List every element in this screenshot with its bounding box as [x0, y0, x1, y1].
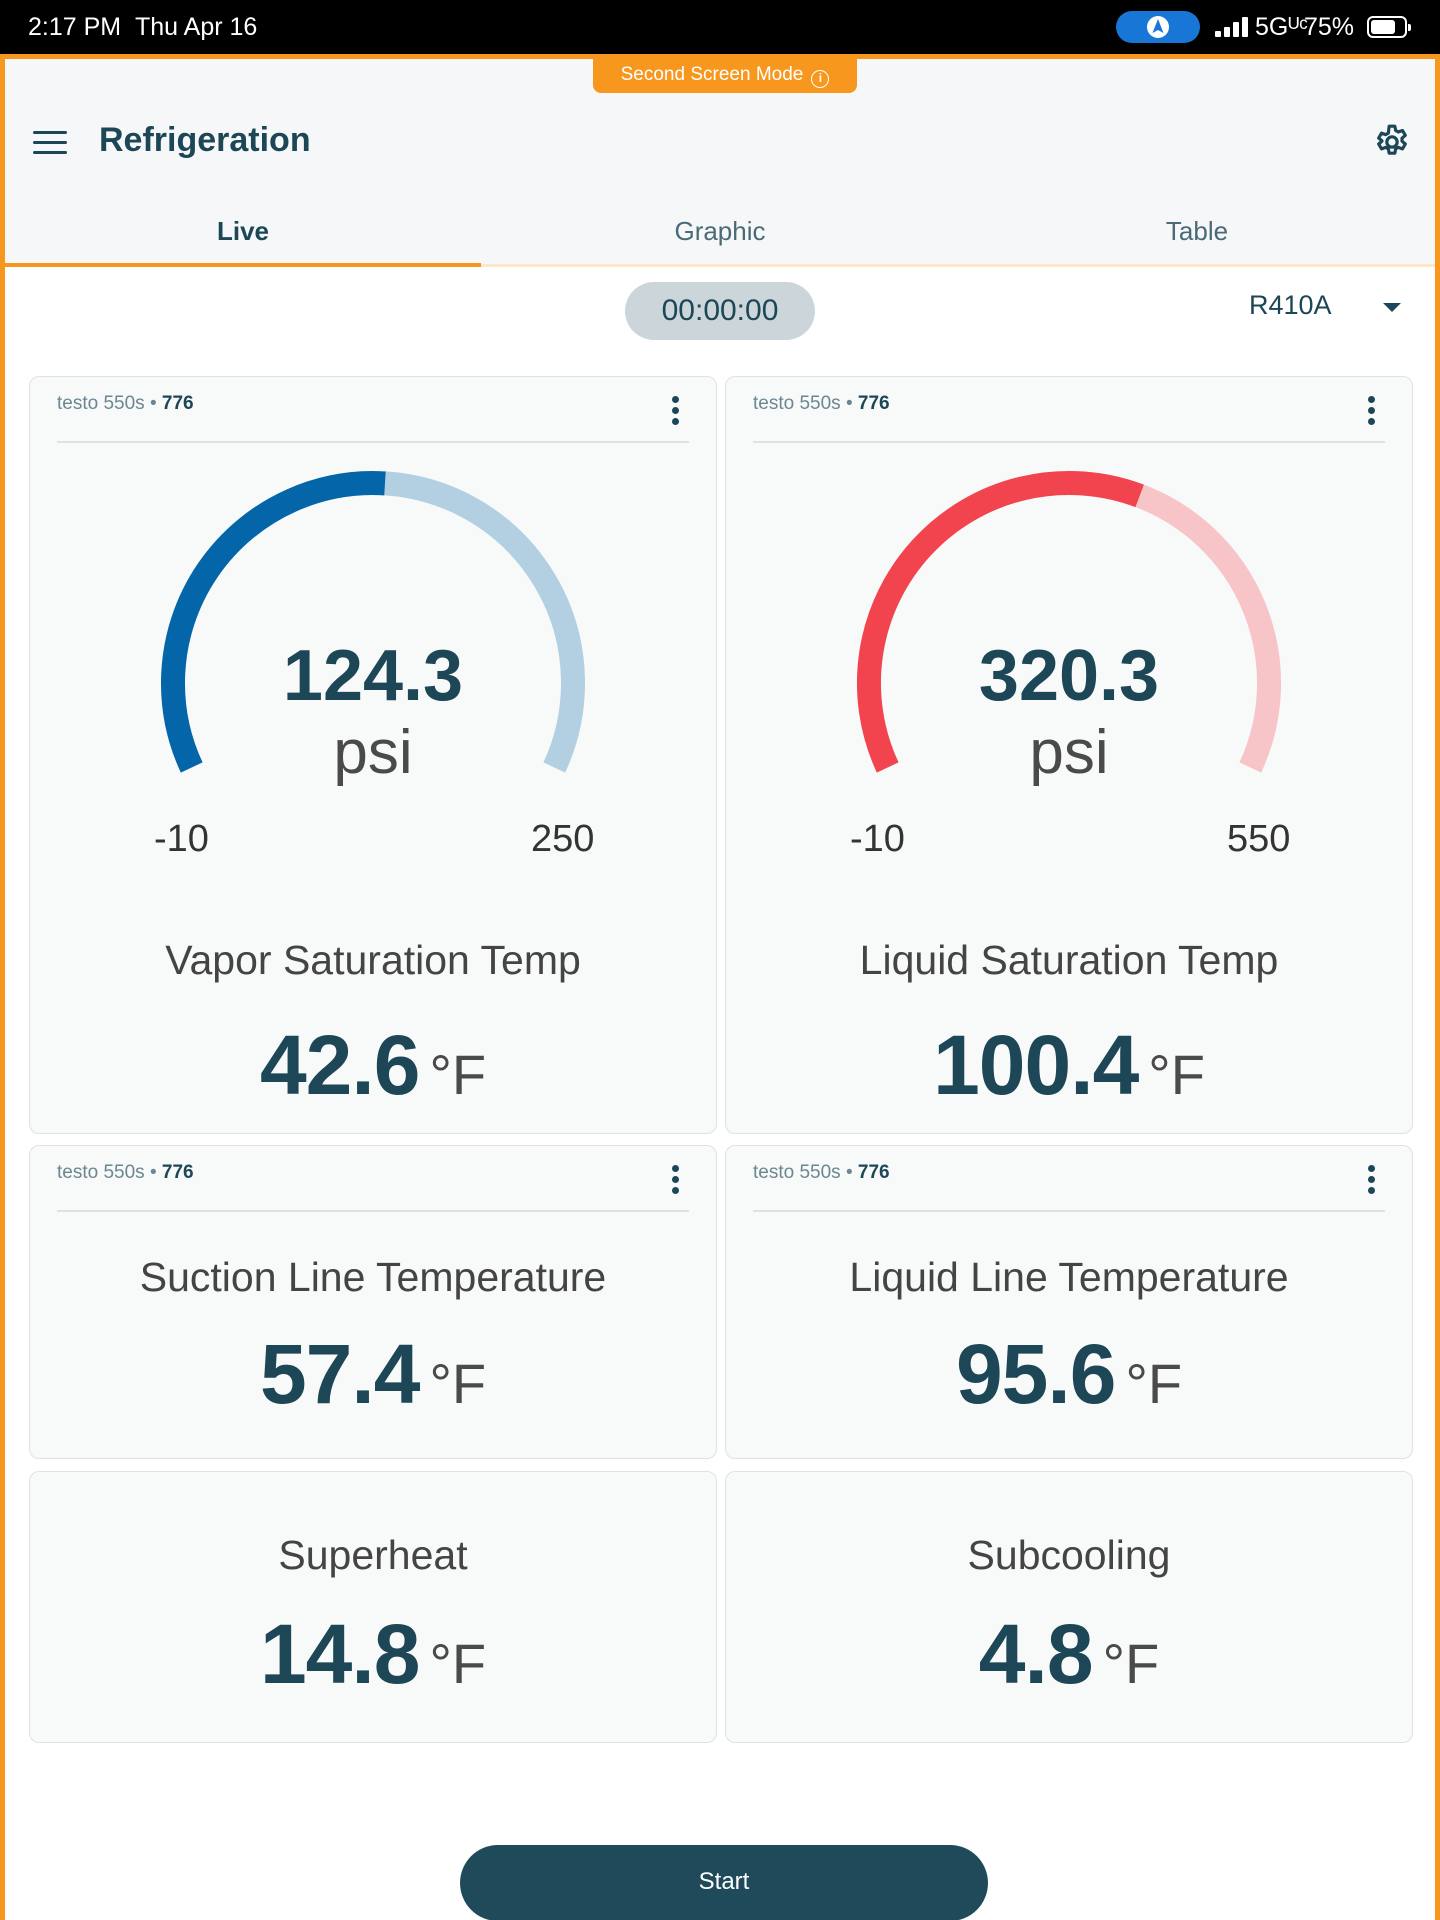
gauge-min: -10	[154, 818, 209, 860]
vapor-pressure-card: testo 550s • 776 124.3 psi -10 250 Vapor…	[29, 376, 717, 1134]
more-options-icon[interactable]	[1362, 395, 1382, 427]
pressure-gauge	[857, 470, 1281, 773]
device-label: testo 550s • 776	[753, 393, 890, 414]
measurement-reading: 42.6 °F	[259, 1018, 487, 1112]
measurement-label: Subcooling	[967, 1532, 1171, 1578]
tab-live[interactable]: Live	[216, 216, 270, 246]
superheat-card: Superheat 14.8 °F	[29, 1471, 717, 1743]
tab-bar: Live Graphic Table	[5, 199, 1435, 267]
banner-label: Second Screen Mode	[620, 64, 804, 85]
gear-icon[interactable]	[1372, 122, 1412, 162]
measurement-label: Superheat	[278, 1532, 468, 1578]
pressure-gauge	[161, 471, 585, 773]
status-bar: 2:17 PM Thu Apr 16 5Gᵁᶜ 75%	[0, 0, 1440, 54]
active-tab-indicator	[5, 263, 481, 267]
measurement-label: Liquid Saturation Temp	[859, 937, 1279, 983]
tab-graphic[interactable]: Graphic	[674, 216, 766, 246]
battery-icon	[1367, 16, 1411, 38]
elapsed-timer: 00:00:00	[625, 282, 815, 340]
info-icon[interactable]: i	[811, 70, 830, 88]
app-window: Refrigeration Live Graphic Table Second …	[0, 54, 1440, 1920]
app-header: Refrigeration Live Graphic Table	[5, 59, 1435, 267]
battery-percent: 75%	[1304, 13, 1355, 41]
measurement-label: Liquid Line Temperature	[849, 1254, 1289, 1300]
gauge-fill	[161, 471, 386, 773]
gauge-track	[384, 471, 585, 773]
card-divider	[753, 441, 1385, 443]
more-options-icon[interactable]	[666, 1164, 686, 1196]
measurement-label: Vapor Saturation Temp	[165, 937, 581, 983]
suction-line-card: testo 550s • 776 Suction Line Temperatur…	[29, 1145, 717, 1459]
status-date: Thu Apr 16	[135, 13, 258, 41]
device-label: testo 550s • 776	[57, 393, 194, 414]
gauge-value: 320.3	[978, 636, 1160, 716]
chevron-down-icon	[1383, 303, 1401, 312]
status-time: 2:17 PM	[28, 13, 122, 41]
signal-icon	[1215, 17, 1248, 37]
gauge-max: 250	[531, 818, 595, 860]
gauge-min: -10	[850, 818, 905, 860]
measurement-reading: 57.4 °F	[259, 1327, 487, 1421]
gauge-unit: psi	[333, 718, 413, 787]
gauge-unit: psi	[1029, 718, 1109, 787]
refrigerant-select[interactable]: R410A	[1245, 283, 1415, 333]
gauge-fill	[857, 470, 1144, 773]
refrigerant-value: R410A	[1249, 290, 1332, 320]
gauge-value: 124.3	[282, 636, 464, 716]
card-divider	[57, 1210, 689, 1212]
liquid-pressure-card: testo 550s • 776 320.3 psi -10 550 Liqui…	[725, 376, 1413, 1134]
card-divider	[753, 1210, 1385, 1212]
second-screen-mode-banner[interactable]: Second Screen Mode i	[593, 59, 857, 93]
navigation-arrow-icon	[1147, 16, 1169, 38]
measurement-reading: 100.4 °F	[933, 1018, 1205, 1112]
menu-icon[interactable]	[33, 131, 67, 155]
navigation-indicator[interactable]	[1116, 11, 1200, 43]
card-divider	[57, 441, 689, 443]
device-label: testo 550s • 776	[753, 1162, 890, 1183]
measurement-label: Suction Line Temperature	[139, 1254, 607, 1300]
start-button[interactable]: Start	[460, 1845, 988, 1920]
measurement-reading: 4.8 °F	[978, 1607, 1160, 1701]
more-options-icon[interactable]	[1362, 1164, 1382, 1196]
tab-divider	[5, 264, 1435, 267]
liquid-line-card: testo 550s • 776 Liquid Line Temperature…	[725, 1145, 1413, 1459]
more-options-icon[interactable]	[666, 395, 686, 427]
gauge-max: 550	[1227, 818, 1291, 860]
subcooling-card: Subcooling 4.8 °F	[725, 1471, 1413, 1743]
tab-table[interactable]: Table	[1165, 216, 1229, 246]
device-label: testo 550s • 776	[57, 1162, 194, 1183]
measurement-reading: 95.6 °F	[955, 1327, 1183, 1421]
gauge-track	[1135, 484, 1281, 773]
page-title: Refrigeration	[99, 121, 311, 159]
measurement-reading: 14.8 °F	[259, 1607, 487, 1701]
network-type: 5Gᵁᶜ	[1255, 13, 1308, 41]
